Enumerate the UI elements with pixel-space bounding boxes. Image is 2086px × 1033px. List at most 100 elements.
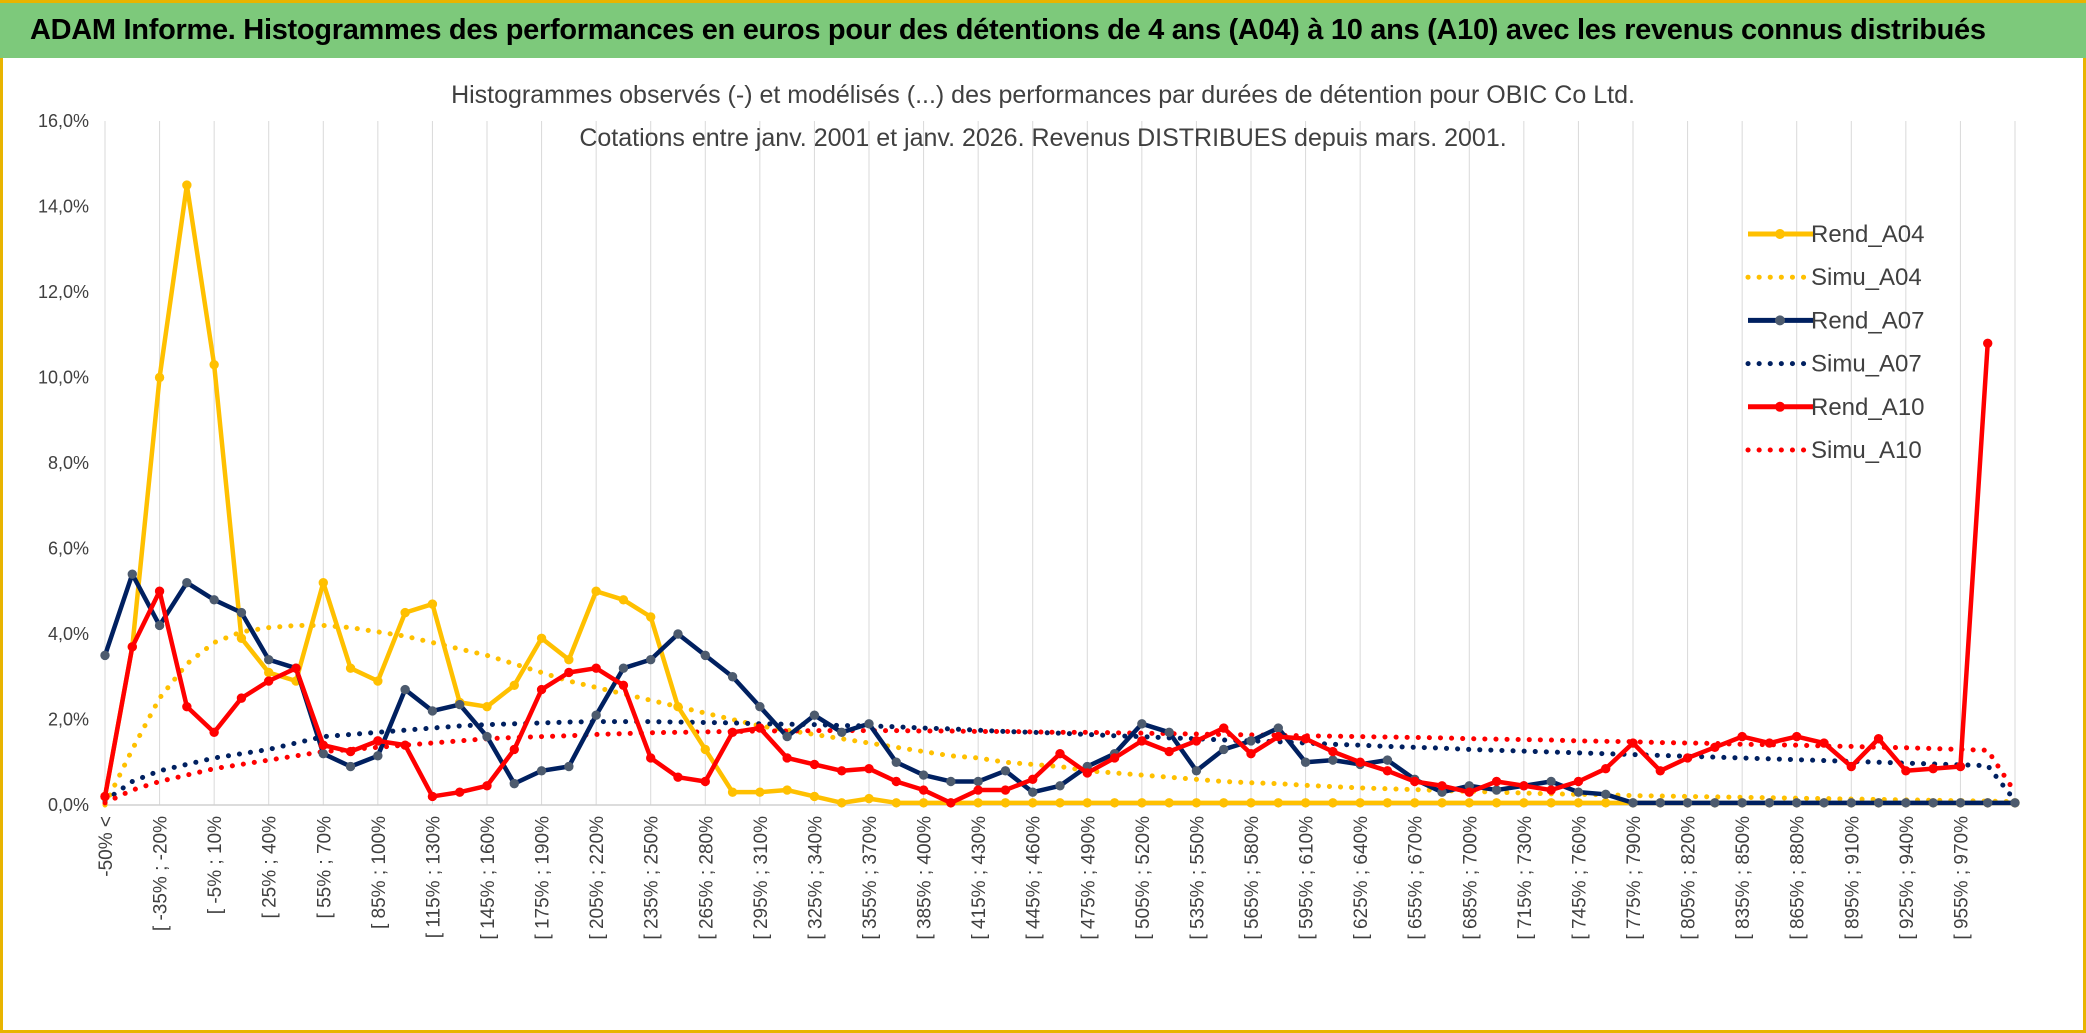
- data-point-Rend_A04: [700, 744, 710, 755]
- data-point-Rend_A04: [1601, 798, 1611, 808]
- data-point-Rend_A07: [1655, 798, 1665, 808]
- data-point-Rend_A04: [973, 798, 983, 808]
- data-point-Rend_A10: [1873, 734, 1884, 744]
- data-point-Rend_A07: [1246, 736, 1256, 746]
- data-point-Rend_A07: [1191, 766, 1202, 776]
- data-point-Rend_A10: [1601, 763, 1611, 774]
- data-point-Rend_A07: [345, 761, 356, 772]
- data-point-Rend_A04: [1573, 798, 1584, 808]
- data-point-Rend_A04: [618, 595, 629, 605]
- x-tick-label: [ 325% ; 340%: [805, 816, 826, 940]
- data-point-Rend_A10: [591, 663, 601, 673]
- data-point-Rend_A07: [727, 672, 738, 682]
- data-point-Rend_A07: [236, 607, 247, 618]
- data-point-Rend_A10: [182, 701, 192, 712]
- data-point-Rend_A10: [100, 791, 110, 802]
- data-point-Rend_A10: [1191, 736, 1202, 746]
- x-tick-label: [ 655% ; 670%: [1406, 816, 1427, 940]
- data-point-Rend_A10: [482, 781, 492, 791]
- legend-label: Rend_A10: [1811, 394, 1924, 421]
- page-title: ADAM Informe. Histogrammes des performan…: [30, 14, 1986, 46]
- data-point-Rend_A04: [1082, 798, 1092, 808]
- x-tick-label: [ 535% ; 550%: [1187, 816, 1208, 940]
- data-point-Rend_A07: [536, 766, 547, 776]
- data-point-Rend_A07: [1873, 798, 1884, 808]
- x-tick-label: [ 85% ; 100%: [369, 816, 390, 929]
- data-point-Rend_A07: [1628, 798, 1638, 808]
- data-point-Rend_A10: [837, 766, 847, 776]
- data-point-Rend_A04: [1137, 798, 1147, 808]
- x-tick-label: [ 115% ; 130%: [423, 816, 444, 938]
- data-point-Rend_A07: [700, 650, 710, 661]
- data-point-Rend_A07: [1710, 798, 1720, 808]
- data-point-Rend_A04: [1382, 798, 1393, 808]
- data-point-Rend_A04: [1273, 798, 1283, 808]
- data-point-Rend_A10: [264, 676, 274, 686]
- data-point-Rend_A04: [591, 586, 601, 596]
- data-point-Rend_A10: [673, 772, 683, 782]
- data-point-Rend_A07: [1273, 723, 1283, 733]
- data-point-Rend_A10: [536, 684, 547, 695]
- data-point-Rend_A10: [1464, 787, 1474, 797]
- data-point-Rend_A04: [727, 787, 738, 797]
- x-tick-label: [ 385% ; 400%: [915, 816, 936, 940]
- data-point-Rend_A04: [1437, 798, 1447, 808]
- data-point-Rend_A10: [127, 642, 137, 652]
- data-point-Rend_A07: [1955, 798, 1966, 808]
- data-point-Rend_A07: [1382, 755, 1393, 765]
- line-chart: Histogrammes observés (-) et modélisés (…: [38, 81, 2020, 940]
- data-point-Rend_A07: [154, 620, 165, 631]
- x-tick-label: [ 415% ; 430%: [969, 816, 990, 940]
- data-point-Rend_A10: [1901, 766, 1911, 776]
- y-tick-label: 4,0%: [48, 624, 89, 644]
- data-point-Rend_A04: [646, 612, 656, 622]
- data-point-Rend_A10: [1655, 766, 1665, 776]
- gridlines: [104, 121, 2016, 805]
- data-point-Rend_A10: [1737, 731, 1747, 742]
- data-point-Rend_A04: [1000, 798, 1011, 808]
- data-point-Rend_A04: [509, 680, 519, 690]
- data-point-Rend_A10: [1491, 776, 1502, 787]
- y-tick-label: 0,0%: [48, 795, 89, 815]
- data-point-Rend_A10: [1792, 731, 1802, 742]
- data-point-Rend_A10: [809, 759, 820, 770]
- data-point-Rend_A04: [536, 633, 547, 643]
- legend-label: Simu_A10: [1811, 437, 1922, 464]
- data-point-Rend_A10: [318, 740, 328, 750]
- x-tick-label: -50% <: [96, 816, 117, 877]
- data-point-Rend_A10: [400, 740, 410, 750]
- data-point-Rend_A10: [1437, 781, 1447, 791]
- data-point-Rend_A04: [564, 654, 574, 665]
- y-tick-label: 10,0%: [38, 368, 89, 388]
- data-point-Rend_A07: [1546, 776, 1556, 787]
- data-point-Rend_A10: [755, 723, 765, 733]
- data-point-Rend_A07: [100, 650, 110, 661]
- data-point-Rend_A10: [727, 727, 738, 738]
- data-point-Rend_A07: [2010, 798, 2020, 808]
- data-point-Rend_A07: [1573, 787, 1584, 797]
- y-tick-label: 14,0%: [38, 197, 89, 217]
- data-point-Rend_A10: [1682, 753, 1693, 763]
- x-tick-label: [ 25% ; 40%: [260, 816, 281, 919]
- data-point-Rend_A10: [1109, 753, 1120, 763]
- data-point-Rend_A07: [646, 654, 656, 665]
- legend: Rend_A04 Simu_A04 Rend_A07 Simu_A07 Rend_A10…: [1745, 221, 1924, 464]
- legend-label: Simu_A07: [1811, 351, 1922, 378]
- x-tick-label: [ 895% ; 910%: [1842, 816, 1863, 940]
- data-point-Rend_A07: [564, 761, 574, 772]
- data-point-Rend_A07: [755, 701, 765, 712]
- data-point-Rend_A04: [1410, 798, 1420, 808]
- data-point-Rend_A10: [1246, 749, 1256, 759]
- x-tick-label: [ 715% ; 730%: [1515, 816, 1536, 940]
- data-point-Rend_A04: [1464, 798, 1474, 808]
- data-point-Rend_A07: [1819, 798, 1829, 808]
- data-point-Rend_A04: [154, 372, 165, 383]
- x-tick-label: [ 745% ; 760%: [1569, 816, 1590, 940]
- data-point-Rend_A04: [837, 798, 847, 808]
- data-point-Rend_A07: [482, 731, 492, 742]
- x-tick-label: [ 595% ; 610%: [1297, 816, 1318, 940]
- x-tick-label: [ 355% ; 370%: [860, 816, 881, 940]
- data-point-Rend_A10: [1764, 738, 1775, 748]
- data-point-Rend_A10: [1546, 785, 1556, 795]
- series-line-Simu_A10: [102, 728, 2018, 806]
